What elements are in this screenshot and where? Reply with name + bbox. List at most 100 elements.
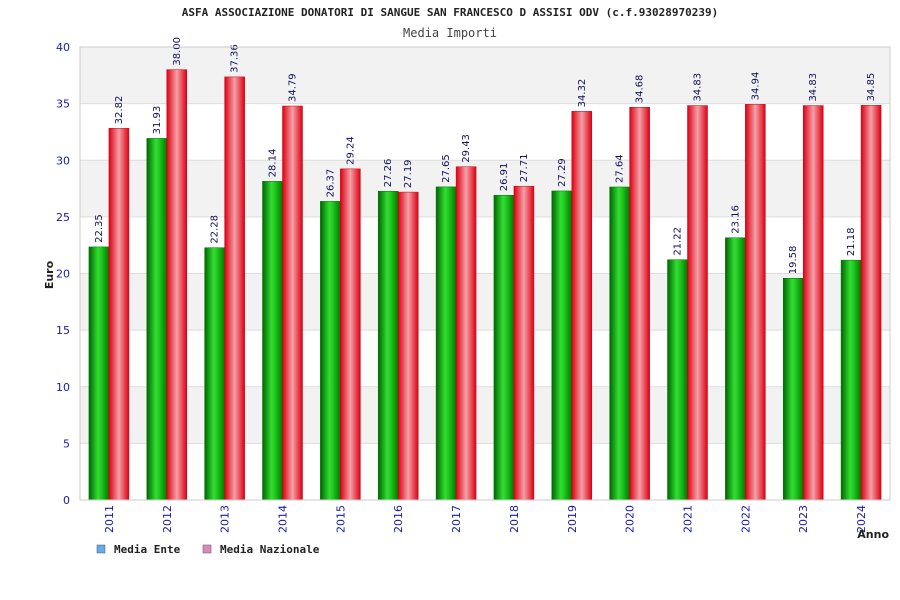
y-tick-label: 30 xyxy=(56,154,70,167)
axes: 0 5 10 15 20 25 30 35 40 2011 2012 2013 2014 2015 2016… xyxy=(43,41,891,541)
legend: Media Ente Media Nazionale xyxy=(96,543,320,556)
legend-swatch xyxy=(202,544,212,554)
chart-title: ASFA ASSOCIAZIONE DONATORI DI SANGUE SAN… xyxy=(181,6,719,19)
x-tick-label: 2022 xyxy=(739,505,752,533)
y-tick-label: 5 xyxy=(63,437,70,450)
bar-media-ente xyxy=(146,138,168,501)
y-tick-label: 35 xyxy=(56,98,70,111)
value-label: 34.83 xyxy=(808,73,819,102)
value-label: 23.16 xyxy=(730,205,741,234)
x-axis-title: Anno xyxy=(857,528,889,541)
value-label: 29.24 xyxy=(345,136,356,165)
x-tick-label: 2015 xyxy=(334,505,347,533)
bar-media-nazionale xyxy=(513,185,535,501)
value-label: 31.93 xyxy=(152,106,163,135)
value-labels: 22.35 32.82 31.93 38.00 22.28 37.36 28.14 34.79… xyxy=(94,37,877,274)
bar-media-nazionale xyxy=(166,69,188,501)
bar-media-ente xyxy=(377,191,399,501)
value-label: 34.94 xyxy=(750,72,761,101)
y-tick-label: 15 xyxy=(56,324,70,337)
bar-media-nazionale xyxy=(571,111,593,501)
x-tick-label: 2018 xyxy=(508,505,521,533)
x-tick-label: 2014 xyxy=(277,505,290,533)
bars xyxy=(88,69,882,501)
bar-media-ente xyxy=(725,237,746,501)
value-label: 26.37 xyxy=(325,169,336,198)
bar-media-nazionale xyxy=(455,166,477,501)
value-label: 34.83 xyxy=(693,73,704,102)
plot-band xyxy=(80,330,890,387)
x-tick-label: 2013 xyxy=(219,505,232,533)
legend-label: Media Ente xyxy=(114,543,181,556)
bar-media-nazionale xyxy=(397,191,419,501)
x-tick-label: 2021 xyxy=(682,505,695,533)
y-axis-title: Euro xyxy=(43,260,56,289)
y-tick-label: 25 xyxy=(56,211,70,224)
value-label: 26.91 xyxy=(499,163,510,192)
plot-band xyxy=(80,160,890,217)
x-tick-label: 2011 xyxy=(103,505,116,533)
value-label: 22.28 xyxy=(210,215,221,244)
bar-media-nazionale xyxy=(340,168,361,501)
bar-media-ente xyxy=(667,259,688,501)
bar-media-ente xyxy=(493,194,515,501)
value-label: 27.71 xyxy=(519,154,530,183)
value-label: 34.85 xyxy=(866,73,877,102)
x-tick-label: 2020 xyxy=(624,505,637,533)
plot-band xyxy=(80,273,890,331)
value-label: 34.68 xyxy=(635,75,646,104)
bar-media-nazionale xyxy=(745,104,766,501)
x-tick-label: 2017 xyxy=(450,505,463,533)
bar-media-ente xyxy=(435,186,457,501)
bar-media-nazionale xyxy=(687,105,708,501)
value-label: 37.36 xyxy=(230,44,241,73)
bar-media-nazionale xyxy=(224,76,245,501)
chart-subtitle: Media Importi xyxy=(403,26,497,40)
value-label: 34.32 xyxy=(577,79,588,108)
bar-media-ente xyxy=(782,278,804,501)
x-tick-label: 2023 xyxy=(797,505,810,533)
value-label: 19.58 xyxy=(788,246,799,275)
bar-media-nazionale xyxy=(802,105,824,501)
bar-media-ente xyxy=(840,259,862,501)
plot-band xyxy=(80,443,890,500)
value-label: 28.14 xyxy=(268,149,279,178)
value-label: 27.65 xyxy=(441,154,452,183)
y-tick-label: 20 xyxy=(56,268,70,281)
plot-band xyxy=(80,216,890,274)
plot-band xyxy=(80,47,890,104)
bar-media-nazionale xyxy=(629,106,650,501)
plot-border xyxy=(79,46,891,501)
y-tick-label: 40 xyxy=(56,41,70,54)
value-label: 22.35 xyxy=(94,214,105,243)
x-tick-label: 2016 xyxy=(392,505,405,533)
bar-media-ente xyxy=(204,247,225,501)
bar-media-nazionale xyxy=(108,128,130,501)
bar-media-nazionale xyxy=(860,105,882,501)
value-label: 21.22 xyxy=(673,227,684,256)
x-tick-label: 2019 xyxy=(566,505,579,533)
value-label: 34.79 xyxy=(288,73,299,102)
x-tick-label: 2012 xyxy=(161,505,174,533)
legend-label: Media Nazionale xyxy=(220,543,320,556)
bar-media-ente xyxy=(320,201,341,501)
value-label: 27.64 xyxy=(615,154,626,183)
value-label: 27.26 xyxy=(383,159,394,188)
bar-media-ente xyxy=(88,246,110,501)
plot-band xyxy=(80,386,890,444)
value-label: 27.19 xyxy=(403,159,414,188)
bar-media-ente xyxy=(609,186,630,501)
bar-media-ente xyxy=(551,190,573,501)
value-label: 21.18 xyxy=(846,227,857,256)
y-tick-label: 10 xyxy=(56,381,70,394)
value-label: 38.00 xyxy=(172,37,183,66)
value-label: 29.43 xyxy=(461,134,472,163)
value-label: 27.29 xyxy=(557,158,568,187)
bar-media-ente xyxy=(262,181,283,501)
plot-band xyxy=(80,103,890,161)
value-label: 32.82 xyxy=(114,96,125,125)
y-tick-label: 0 xyxy=(63,494,70,507)
x-tick-label: 2024 xyxy=(855,505,868,533)
bar-media-nazionale xyxy=(282,105,303,501)
